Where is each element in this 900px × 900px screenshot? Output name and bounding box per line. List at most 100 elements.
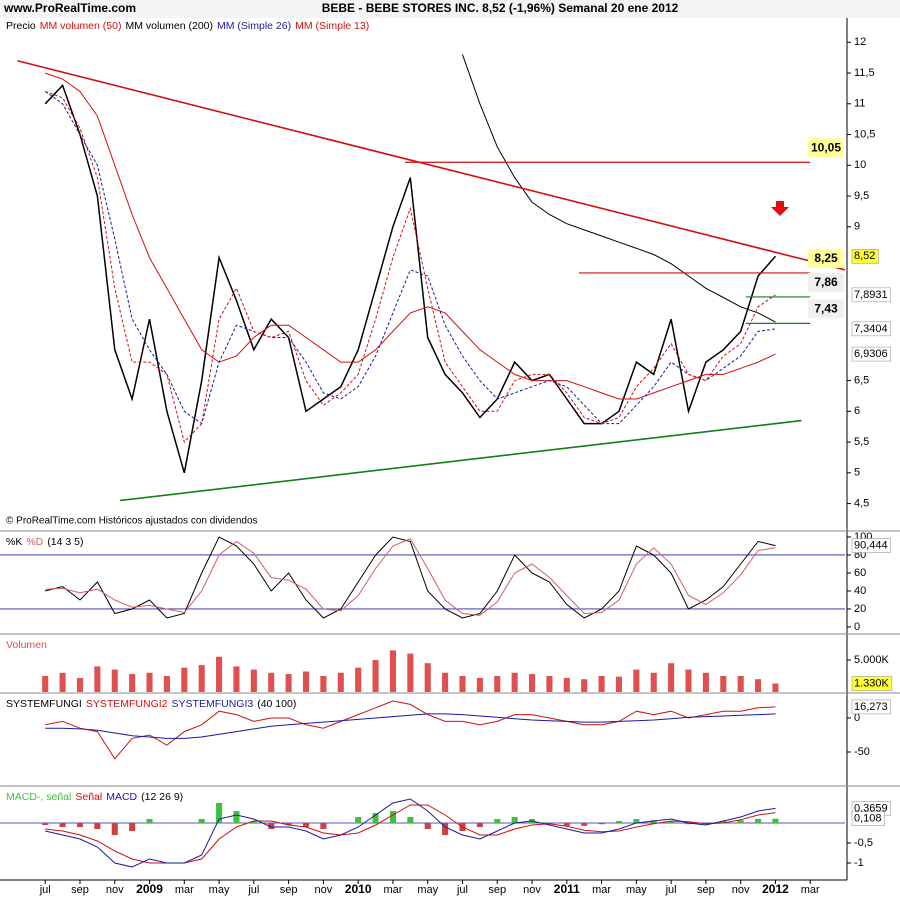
chart-title: BEBE - BEBE STORES INC. 8,52 (-1,96%) Se… (322, 1, 679, 15)
y-tick-label: 40 (854, 585, 866, 597)
level-label: 8,25 (814, 251, 838, 265)
bar (720, 821, 727, 823)
y-tick-label: 5,5 (854, 436, 869, 448)
bar (650, 672, 657, 692)
x-tick-label: jul (665, 884, 677, 896)
bar (146, 819, 153, 823)
bar (59, 823, 66, 827)
legend-item: Señal (75, 791, 102, 803)
panel (0, 798, 845, 868)
bar (615, 676, 623, 692)
bar (424, 663, 431, 692)
x-tick-label: sep (280, 884, 298, 896)
legend-item: (12 26 9) (141, 791, 183, 803)
bar (111, 669, 118, 692)
bar (389, 811, 396, 823)
value-box (851, 676, 893, 691)
y-tick-label: 0 (854, 621, 860, 633)
bar (76, 823, 84, 827)
y-tick-label: 10 (854, 159, 866, 171)
value-box (851, 538, 891, 553)
bar (302, 823, 310, 827)
y-tick-label: -0,5 (854, 837, 873, 849)
x-tick-label: 2009 (136, 882, 163, 896)
y-tick-label: -1 (854, 857, 864, 869)
bar (407, 653, 414, 692)
bar (76, 677, 84, 692)
y-tick-label: 9 (854, 221, 860, 233)
legend-item: (14 3 5) (47, 536, 83, 548)
trendline (119, 419, 802, 502)
bar (268, 823, 275, 829)
legend: SYSTEMFUNGI SYSTEMFUNGI2 SYSTEMFUNGI3 (40 1… (6, 698, 296, 710)
bar (737, 820, 744, 823)
bar (476, 677, 483, 692)
bar (511, 672, 518, 692)
bar (407, 817, 414, 823)
x-tick-label: sep (488, 884, 506, 896)
legend-item: MM (Simple 13) (295, 20, 369, 32)
bar (737, 676, 744, 692)
bar (285, 674, 292, 692)
bar (633, 819, 640, 823)
bar (581, 823, 588, 826)
bar (772, 818, 779, 823)
y-tick-label: 4,5 (854, 497, 869, 509)
y-tick-label: 5.000K (854, 654, 890, 666)
bar (476, 823, 483, 827)
legend-item: SYSTEMFUNGI2 (86, 698, 168, 710)
legend: MACD-, señal Señal MACD (12 26 9) (6, 791, 183, 803)
value-label: 1.330K (854, 677, 890, 689)
y-tick-label: -50 (854, 746, 870, 758)
bar (668, 821, 675, 823)
legend: Precio MM volumen (50) MM volumen (200) MM … (6, 20, 369, 32)
value-label: 7,8931 (854, 289, 888, 301)
bar (198, 819, 205, 823)
bar (355, 817, 362, 823)
legend: Volumen (6, 639, 47, 651)
bar (233, 666, 240, 692)
bar (94, 823, 101, 829)
bar (633, 669, 640, 692)
y-tick-label: 60 (854, 567, 866, 579)
bar (111, 823, 118, 835)
x-tick-label: nov (315, 884, 333, 896)
x-tick-label: mar (801, 884, 820, 896)
legend-item: (40 100) (257, 698, 296, 710)
bar (598, 676, 605, 692)
footer: © ProRealTime.com Históricos ajustados c… (6, 516, 258, 527)
bar (598, 823, 605, 825)
x-tick-label: may (626, 884, 647, 896)
y-tick-label: 0 (854, 712, 860, 724)
bar (302, 671, 310, 692)
site: www.ProRealTime.com (3, 1, 136, 15)
series-line (45, 536, 776, 619)
x-tick-label: may (417, 884, 438, 896)
bar (650, 820, 657, 823)
series-line (44, 83, 777, 474)
x-tick-label: nov (106, 884, 124, 896)
legend-item: Precio (6, 20, 36, 32)
x-tick-label: jul (456, 884, 468, 896)
value-box (851, 321, 891, 337)
x-tick-label: mar (592, 884, 611, 896)
legend-item: %D (26, 536, 43, 548)
x-tick-label: 2010 (345, 882, 372, 896)
value-label: 6,9306 (854, 348, 888, 360)
panel (0, 536, 845, 619)
legend-item: MACD-, señal (6, 791, 71, 803)
x-tick-label: mar (383, 884, 402, 896)
bar (181, 667, 188, 692)
bar (320, 823, 327, 829)
bar (285, 823, 292, 825)
bar (720, 676, 727, 692)
x-tick-label: 2012 (762, 882, 789, 896)
series-line (462, 54, 776, 323)
x-tick-label: mar (175, 884, 194, 896)
y-tick-label: 20 (854, 603, 866, 615)
bar (442, 672, 449, 692)
bar (563, 823, 570, 826)
bar (528, 674, 536, 692)
bar (755, 819, 762, 823)
